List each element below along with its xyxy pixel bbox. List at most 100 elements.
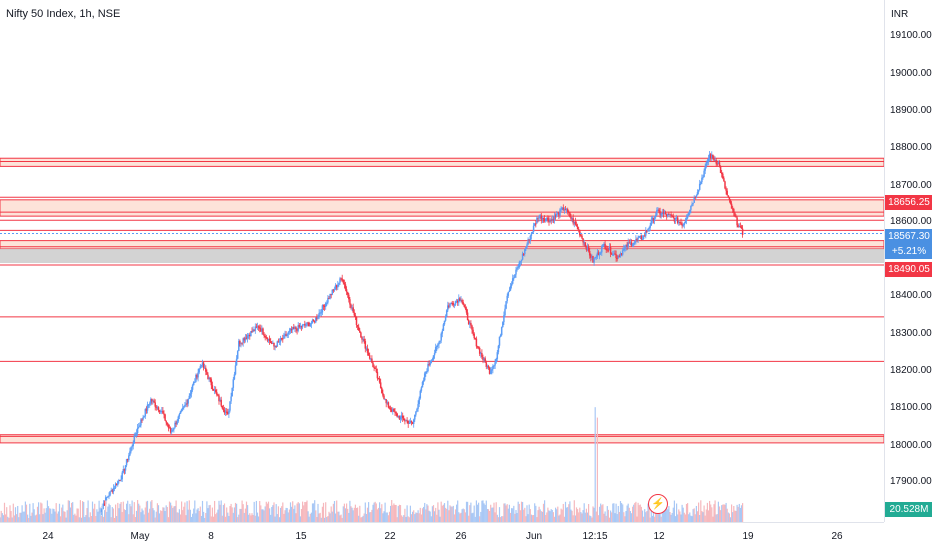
candle-body [243, 338, 246, 341]
candle-body [258, 327, 261, 329]
volume-bar [223, 503, 226, 522]
volume-bar [348, 512, 350, 522]
candle-body [201, 362, 204, 366]
volume-bar [492, 507, 494, 522]
time-tick: Jun [525, 531, 543, 542]
volume-bar [603, 513, 605, 522]
volume-bar [346, 503, 348, 522]
volume-bar [53, 509, 55, 522]
volume-bar [694, 514, 696, 522]
volume-bar [700, 500, 702, 522]
candle-body [639, 236, 642, 238]
candle-body [451, 302, 453, 304]
chart-area[interactable]: Nifty 50 Index, 1h, NSE ⚡ [0, 0, 884, 522]
candle-body [419, 390, 422, 399]
volume-bar [563, 516, 565, 522]
volume-bar [247, 505, 249, 522]
time-tick: 26 [455, 531, 467, 542]
candle-body [102, 503, 105, 507]
volume-bar [638, 505, 640, 522]
candle-body [349, 299, 351, 305]
volume-bar [500, 517, 502, 522]
candle-body [355, 316, 358, 326]
candle-body [246, 335, 249, 339]
candle-body [471, 325, 473, 330]
candle-body [174, 422, 176, 428]
candle-body [279, 338, 282, 342]
candle-body [724, 181, 726, 189]
candle-body [569, 212, 571, 217]
volume-bar [418, 513, 420, 522]
candle-body [676, 217, 679, 224]
candle-body [626, 244, 628, 248]
volume-bar [143, 514, 145, 522]
volume-bar [659, 514, 661, 522]
volume-bar [111, 507, 113, 522]
volume-bar [594, 407, 596, 522]
volume-bar [187, 509, 189, 522]
volume-bar [34, 515, 36, 522]
candle-body [393, 408, 395, 412]
candle-body [706, 162, 709, 164]
candle-body [242, 338, 244, 343]
volume-bar [79, 500, 81, 522]
volume-bar [163, 507, 165, 522]
candle-body [587, 246, 590, 251]
candle-body [445, 310, 448, 317]
volume-bar [608, 517, 611, 522]
candle-body [720, 173, 723, 175]
candle-body [200, 365, 203, 367]
candle-body [500, 327, 503, 336]
chart-svg[interactable] [0, 0, 884, 522]
volume-bar [184, 502, 186, 522]
candle-body [489, 370, 492, 374]
volume-bar [364, 502, 366, 522]
candle-body [310, 323, 313, 325]
candle-body [504, 308, 506, 316]
volume-bar [155, 511, 157, 522]
price-tick: 18900.00 [890, 105, 932, 116]
volume-bar [633, 504, 635, 522]
volume-bar [302, 501, 304, 522]
volume-bar [315, 510, 317, 522]
volume-bar [381, 504, 383, 522]
volume-bar [47, 506, 50, 522]
candle-body [188, 395, 191, 399]
volume-bar [396, 517, 398, 522]
candle-body [417, 404, 419, 409]
volume-bar [468, 515, 470, 522]
candle-body [401, 415, 404, 419]
volume-bar [207, 508, 209, 522]
volume-bar [144, 507, 146, 522]
volume-bar [51, 513, 53, 522]
candle-body [685, 218, 688, 221]
candle-body [444, 316, 447, 321]
volume-bar [105, 500, 107, 522]
volume-bar [256, 512, 259, 522]
candle-body [197, 372, 199, 378]
volume-bar [574, 515, 576, 522]
candle-body [727, 195, 730, 198]
price-axis[interactable]: INR 19100.00 19000.00 18900.00 18800.00 … [884, 0, 932, 522]
volume-bar [250, 515, 252, 522]
volume-bar [242, 504, 244, 522]
volume-bar [738, 503, 740, 522]
candle-body [233, 374, 236, 380]
candle-body [241, 342, 243, 344]
volume-bar [520, 501, 523, 522]
volume-bar [387, 515, 389, 522]
volume-bar [561, 509, 563, 522]
volume-bar [21, 505, 23, 522]
price-tick: 18700.00 [890, 180, 932, 191]
lightning-icon[interactable]: ⚡ [648, 494, 668, 514]
volume-bar [122, 501, 124, 522]
candle-body [717, 162, 720, 165]
candle-body [472, 329, 474, 334]
volume-bar [285, 507, 287, 522]
volume-bar [577, 509, 579, 522]
volume-bar [725, 502, 727, 522]
time-axis[interactable]: 24 May 8 15 22 26 Jun 12:15 12 19 26 [0, 522, 884, 551]
volume-bar [707, 510, 710, 522]
volume-bar [513, 505, 515, 522]
volume-bar [200, 515, 202, 522]
